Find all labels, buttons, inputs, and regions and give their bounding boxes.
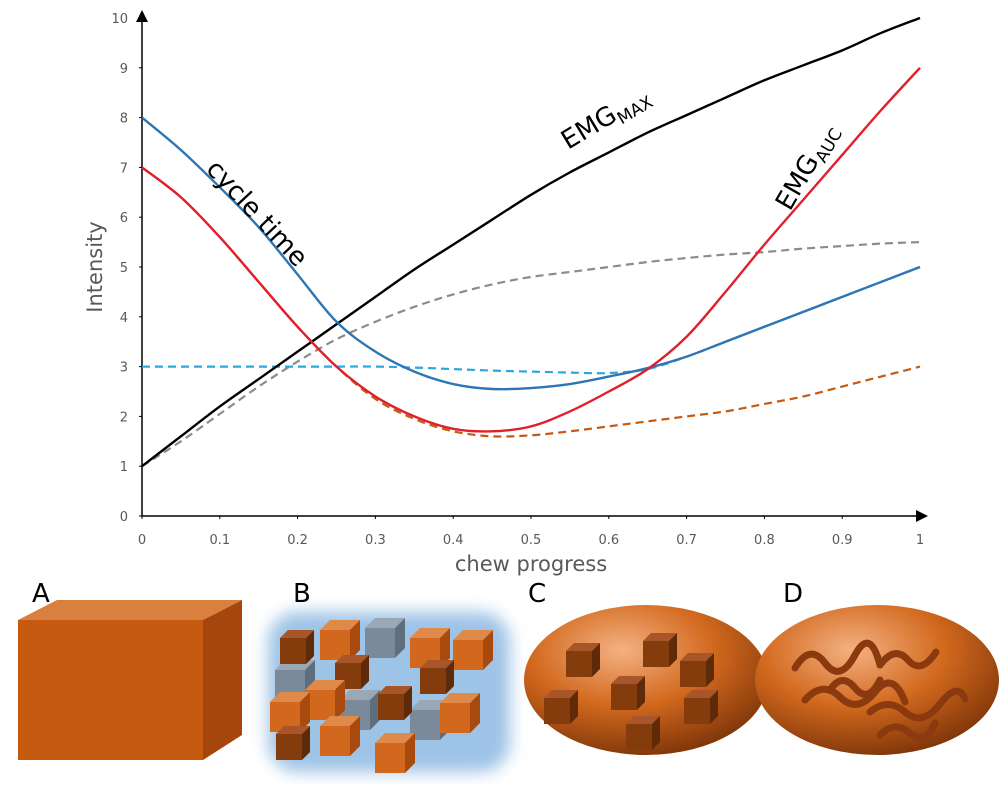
- series-label: cycle time: [200, 154, 313, 273]
- series-name: EMG: [556, 100, 622, 156]
- y-tick-label: 5: [120, 261, 128, 276]
- x-tick-label: 0.2: [287, 533, 308, 548]
- x-axis-title: chew progress: [455, 552, 607, 576]
- panel-label: A: [32, 579, 50, 609]
- panel-label: C: [528, 579, 546, 609]
- x-tick-label: 0.9: [832, 533, 853, 548]
- x-tick-label: 0.6: [598, 533, 619, 548]
- panel-label: D: [783, 579, 803, 609]
- series-subscript: AUC: [812, 125, 847, 166]
- x-tick-label: 1: [916, 533, 924, 548]
- series-label: EMGMAX: [556, 80, 657, 159]
- y-tick-label: 3: [120, 361, 128, 376]
- illustration-b: [268, 612, 510, 773]
- y-tick-label: 6: [120, 211, 128, 226]
- y-tick-label: 0: [120, 510, 128, 525]
- y-tick-label: 9: [120, 62, 128, 77]
- y-tick-label: 1: [120, 460, 128, 475]
- y-axis-title: Intensity: [83, 221, 107, 312]
- x-tick-label: 0: [138, 533, 146, 548]
- y-tick-label: 4: [120, 311, 128, 326]
- series-name: cycle time: [200, 154, 313, 273]
- illustration-d: [755, 605, 999, 755]
- x-tick-label: 0.1: [209, 533, 230, 548]
- y-tick-label: 7: [120, 161, 128, 176]
- x-tick-label: 0.5: [521, 533, 542, 548]
- x-tick-label: 0.8: [754, 533, 775, 548]
- y-tick-label: 10: [111, 12, 128, 27]
- y-tick-label: 8: [120, 112, 128, 127]
- series-label: EMGAUC: [770, 118, 847, 217]
- panel-label: B: [293, 579, 311, 609]
- x-tick-label: 0.7: [676, 533, 697, 548]
- illustration-c: [524, 605, 768, 755]
- line: [142, 18, 920, 466]
- line: [142, 68, 920, 432]
- x-tick-label: 0.4: [443, 533, 464, 548]
- series-subscript: MAX: [614, 92, 657, 129]
- figure: 0 1 2 3 4 5 6 7 8 9 10 0 0.1 0.2 0.3 0.4 0.5 0.6 0.7 0.8 0.9…: [0, 0, 1001, 785]
- dashed-line: [142, 242, 920, 466]
- x-tick-label: 0.3: [365, 533, 386, 548]
- plot: 0 1 2 3 4 5 6 7 8 9 10 0 0.1 0.2 0.3 0.4 0.5 0.6 0.7 0.8 0.9…: [83, 12, 924, 576]
- y-tick-label: 2: [120, 410, 128, 425]
- illustration-a: [18, 600, 242, 760]
